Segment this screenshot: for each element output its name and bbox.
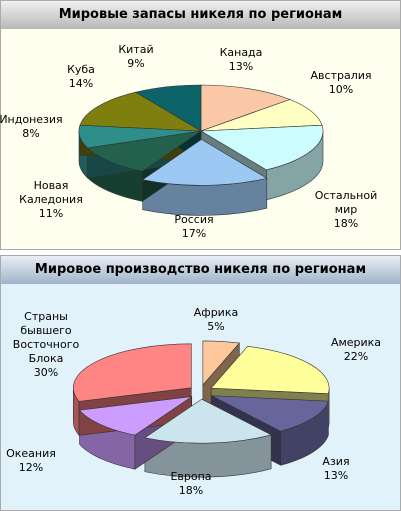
pie-slice (200, 84, 291, 132)
chart-title: Мировые запасы никеля по регионам (1, 1, 400, 29)
category-label: Азия (322, 455, 350, 468)
category-label: Австралия (310, 69, 372, 82)
value-label: 17% (181, 227, 207, 240)
value-label: 8% (22, 127, 40, 140)
value-label: 13% (323, 469, 349, 482)
pie-slice (202, 340, 240, 386)
category-label: Китай (118, 43, 154, 56)
category-label: Страны бывшего Восточного Блока (12, 310, 80, 365)
value-label: 18% (333, 217, 359, 230)
chart-panel: Мировые запасы никеля по регионам Канада… (0, 0, 401, 250)
slice-label: Страны бывшего Восточного Блока 30% (13, 310, 79, 380)
chart-panel: Мировое производство никеля по регионам … (0, 255, 401, 511)
pie-slice (79, 91, 202, 132)
pie-slice (73, 343, 192, 402)
pie-slice (200, 99, 323, 132)
slice-label: Америка 22% (331, 336, 381, 364)
pie-plot (78, 84, 324, 216)
category-label: Россия (174, 213, 214, 226)
value-label: 9% (127, 57, 145, 70)
pie-plot (72, 340, 330, 478)
value-label: 12% (18, 461, 44, 474)
slice-label: Китай 9% (118, 43, 153, 71)
value-label: 30% (33, 366, 59, 379)
category-label: Куба (67, 63, 95, 76)
slice-label: Азия 13% (322, 455, 349, 483)
category-label: Канада (219, 46, 263, 59)
pie-slice (134, 84, 202, 132)
value-label: 13% (228, 60, 254, 73)
slice-label: Африка 5% (194, 306, 238, 334)
category-label: Европа (170, 470, 212, 483)
category-label: Остальной мир (314, 189, 378, 216)
category-label: Африка (193, 306, 239, 319)
pie-slice (199, 124, 324, 171)
slice-label: Европа 18% (170, 470, 211, 498)
slice-label: Остальной мир 18% (315, 189, 377, 231)
pie-slice (86, 130, 202, 172)
slice-label: Россия 17% (174, 213, 213, 241)
pie-slice (211, 395, 329, 432)
category-label: Океания (6, 447, 56, 460)
slice-label: Океания 12% (6, 447, 56, 475)
pie-slice (210, 345, 330, 394)
value-label: 5% (207, 320, 225, 333)
pie-slice (141, 139, 268, 186)
slice-label: Новая Каледония 11% (19, 179, 83, 221)
pie-slice (78, 396, 192, 436)
category-label: Индонезия (0, 113, 63, 126)
slice-label: Куба 14% (67, 63, 95, 91)
value-label: 18% (178, 484, 204, 497)
value-label: 10% (328, 83, 354, 96)
value-label: 11% (38, 207, 64, 220)
slice-label: Австралия 10% (311, 69, 372, 97)
pie-slice (144, 398, 272, 444)
category-label: Новая Каледония (19, 179, 83, 206)
category-label: Америка (330, 336, 382, 349)
chart-title: Мировое производство никеля по регионам (1, 256, 400, 284)
value-label: 22% (343, 350, 369, 363)
slice-label: Индонезия 8% (0, 113, 63, 141)
slice-label: Канада 13% (220, 46, 263, 74)
value-label: 14% (68, 77, 94, 90)
